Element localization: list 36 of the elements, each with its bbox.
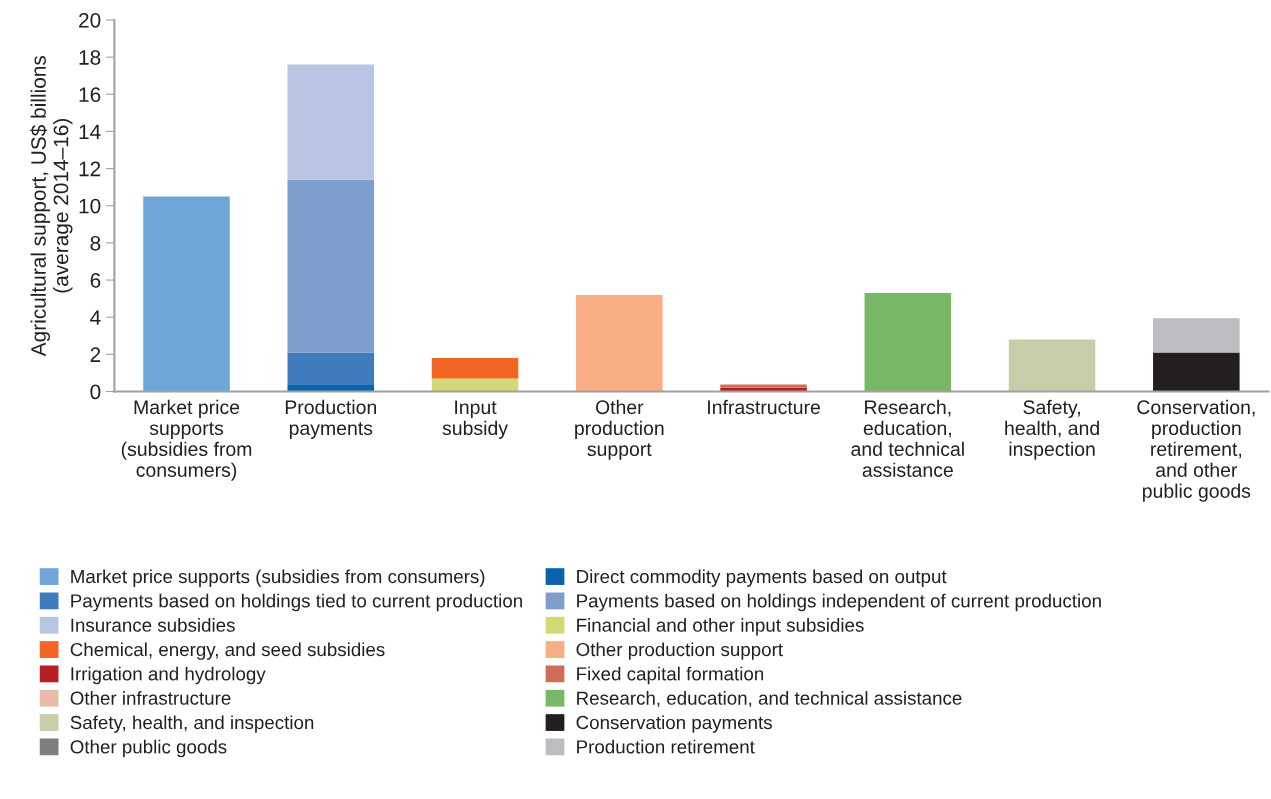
y-tick-label: 12 — [79, 161, 101, 177]
y-tick-label: 8 — [90, 235, 101, 251]
y-tick-label: 6 — [90, 273, 101, 288]
x-tick-label: Research, education, and technical assistance — [851, 399, 964, 477]
legend-label: Insurance subsidies — [71, 618, 235, 632]
legend-label: Safety, health, and inspection — [70, 715, 314, 733]
y-axis-title: Agricultural support, US$ billions (average 2014–16) — [30, 55, 73, 357]
x-tick-label: Conservation, production retirement, and other public goods — [1137, 399, 1255, 502]
legend-label: Fixed capital formation — [577, 666, 764, 685]
x-tick-label: Safety, health, and inspection — [1005, 399, 1099, 460]
legend-label: Payments based on holdings tied to current production — [71, 593, 522, 612]
y-tick-label: 4 — [90, 310, 101, 325]
x-tick-label: Market price supports (subsidies from consumers) — [121, 399, 252, 481]
y-tick-label: 18 — [79, 50, 101, 65]
legend-label: Other infrastructure — [70, 691, 231, 705]
legend-label: Irrigation and hydrology — [71, 666, 266, 685]
legend-label: Market price supports (subsidies from consumers) — [71, 569, 485, 587]
y-tick-label: 0 — [90, 384, 101, 400]
y-tick-label: 2 — [90, 347, 101, 362]
y-tick-label: 14 — [79, 124, 101, 139]
legend-label: Financial and other input subsidies — [577, 618, 864, 636]
legend-label: Research, education, and technical assistance — [577, 691, 962, 708]
x-tick-label: Infrastructure — [708, 399, 820, 415]
legend-label: Direct commodity payments based on output — [577, 569, 947, 587]
legend-label: Conservation payments — [576, 715, 772, 733]
x-tick-label: Other production support — [575, 399, 664, 460]
legend-label: Other public goods — [70, 739, 227, 758]
legend-label: Production retirement — [577, 739, 755, 754]
y-tick-label: 20 — [79, 12, 101, 28]
x-tick-label: Production payments — [285, 399, 376, 439]
legend-label: Other production support — [576, 642, 783, 660]
x-tick-label: Input subsidy — [442, 400, 508, 439]
legend-label: Payments based on holdings independent of current production — [577, 593, 1101, 612]
legend-label: Chemical, energy, and seed subsidies — [70, 642, 385, 660]
y-tick-label: 16 — [79, 87, 101, 103]
y-tick-label: 10 — [79, 198, 101, 214]
